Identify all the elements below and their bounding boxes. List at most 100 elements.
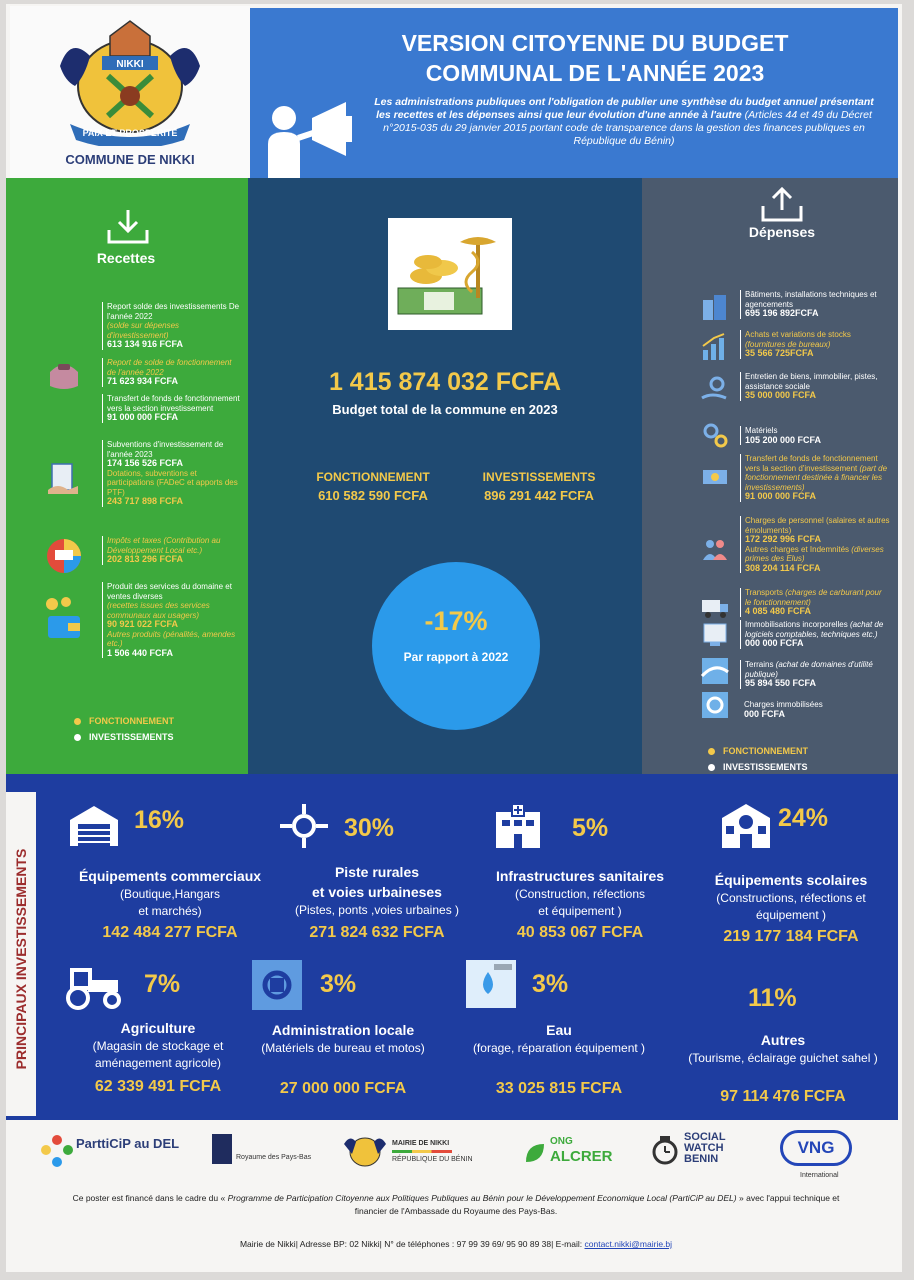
investment-title: Infrastructures sanitaires (495, 868, 665, 884)
depense-label: Matériels (745, 426, 778, 435)
alcrer-label-2: ALCRER (550, 1148, 613, 1165)
recettes-panel: Recettes Report solde des investissement… (6, 178, 248, 774)
benin-flag-stripe (392, 1150, 452, 1153)
depense-amount: 000 FCFA (744, 708, 786, 719)
participdel-logo-text: ParttiCiP au DEL (76, 1136, 180, 1151)
hospital-icon (496, 803, 540, 848)
legend-dot-white (74, 733, 81, 741)
depense-amount: 105 200 000 FCFA (745, 434, 822, 445)
depense-item: Matériels 105 200 000 FCFA (740, 426, 890, 445)
depense-amount: 308 204 114 FCFA (745, 562, 821, 573)
depense-label: Bâtiments, installations techniques et a… (745, 290, 877, 309)
recette-amount: 613 134 916 FCFA (107, 339, 184, 349)
legend-label: FONCTIONNEMENT (89, 716, 174, 726)
coins-wallet-icon (46, 597, 80, 638)
social-watch-watch-icon (652, 1136, 678, 1165)
investment-card: Infrastructures sanitaires (Construction… (482, 866, 678, 920)
investment-card: Équipements commerciaux (Boutique,Hangar… (56, 866, 284, 920)
depense-note: (fournitures de bureaux) (745, 339, 831, 349)
depense-label: Terrains (745, 660, 774, 669)
investments-side-label: PRINCIPAUX INVESTISSEMENTS (13, 848, 29, 1070)
depense-label-wrap: Transfert de fonds de fonctionnement ver… (745, 454, 890, 492)
subtitle-main: Les administrations publiques ont l'obli… (374, 96, 874, 121)
pays-bas-emblem-icon (212, 1134, 232, 1164)
investment-title: Eau (546, 1022, 572, 1038)
finance-program-name: Programme de Participation Citoyenne aux… (227, 1193, 737, 1203)
investment-desc: (Magasin de stockage et (92, 1039, 224, 1053)
depense-note: (part de fonctionnement destinée à finan… (745, 463, 888, 492)
total-budget-caption: Budget total de la commune en 2023 (332, 402, 558, 417)
investment-card: Agriculture (Magasin de stockage et amén… (50, 1018, 266, 1072)
depense-amount: 35 566 725FCFA (745, 348, 814, 358)
crest-motto: PAIX ET PROSPÉRITÉ (83, 128, 178, 138)
depense-label: Entretien de biens, immobilier, pistes, … (745, 372, 878, 391)
depense-item: Bâtiments, installations techniques et a… (740, 290, 890, 319)
investment-desc: (Constructions, réfections et (716, 891, 866, 905)
depense-item: Charges immobilisées 000 FCFA (740, 700, 890, 719)
investment-amount: 271 824 632 FCFA (309, 924, 445, 941)
legend-label: INVESTISSEMENTS (723, 762, 808, 772)
investment-amount: 219 177 184 FCFA (723, 928, 859, 945)
cash-transfer-icon (703, 470, 727, 484)
depense-label: Achats et variations de stocks (745, 330, 851, 339)
land-icon (700, 658, 729, 684)
investments-side-box: PRINCIPAUX INVESTISSEMENTS (6, 792, 36, 1116)
alcrer-leaf-icon (526, 1144, 544, 1162)
change-percentage: -17% (424, 606, 488, 636)
pays-bas-label: Royaume des Pays-Bas (236, 1154, 312, 1161)
depense-item: Achats et variations de stocks (fournitu… (740, 330, 890, 359)
investissements-label: INVESTISSEMENTS (482, 470, 596, 484)
recette-amount: 202 813 296 FCFA (107, 554, 184, 564)
investment-desc: (Boutique,Hangars (119, 887, 221, 901)
recette-item: Impôts et taxes (Contribution au Dévelop… (102, 536, 242, 565)
depense-label: Transfert de fonds de fonctionnement ver… (745, 454, 878, 473)
email-link[interactable]: contact.nikki@mairie.bj (584, 1239, 673, 1249)
vng-logo: VNG (780, 1130, 852, 1166)
people-icon (703, 540, 727, 560)
depense-item: Transfert de fonds de fonctionnement ver… (740, 454, 890, 502)
crest-name: NIKKI (116, 59, 143, 70)
recette-note: (recettes issues des services communaux … (107, 601, 210, 620)
depense-item: Charges de personnel (salaires et autres… (740, 516, 890, 573)
header-banner: VERSION CITOYENNE DU BUDGET COMMUNAL DE … (250, 8, 898, 182)
finance-statement: Ce poster est financé dans le cadre du «… (66, 1192, 846, 1218)
buildings-icon (703, 295, 726, 320)
recette-label: Dotations, subventions et participations… (107, 468, 238, 497)
investment-desc: équipement ) (755, 908, 827, 922)
school-icon (722, 804, 770, 848)
recette-label: Impôts et taxes (Contribution au Dévelop… (107, 536, 221, 555)
social-watch-line: WATCH (684, 1142, 724, 1154)
water-tap-icon (466, 960, 516, 1008)
investment-desc: (Matériels de bureau et motos) (261, 1041, 425, 1055)
subtitle-reference: (Articles 44 et 49 du Décret n°2015-035 … (383, 109, 872, 147)
investment-title: Autres (760, 1032, 806, 1048)
depense-item: Terrains (achat de domaines d'utilité pu… (740, 660, 890, 689)
depense-label: Immobilisations incorporelles (745, 620, 848, 629)
depense-label-wrap: Achats et variations de stocks (fournitu… (745, 330, 890, 349)
recette-amount: 174 156 526 FCFA (107, 458, 184, 468)
tractor-icon (66, 968, 121, 1010)
recette-label: Transfert de fonds de fonctionnement ver… (107, 394, 240, 413)
social-watch-line: BENIN (684, 1153, 719, 1165)
investment-desc: (Construction, réfections (514, 887, 646, 901)
depense-item: Immobilisations incorporelles (achat de … (740, 620, 890, 649)
upload-tray-icon (761, 186, 803, 222)
investment-card: Autres (Tourisme, éclairage guichet sahe… (672, 1030, 894, 1067)
investment-title: et voies urbaineses (312, 884, 442, 900)
budget-total-panel: 1 415 874 032 FCFA Budget total de la co… (248, 178, 642, 774)
tax-percent-icon (47, 539, 81, 573)
depense-label-wrap: Transports (charges de carburant pour le… (745, 588, 890, 607)
budget-poster: PAIX ET PROSPÉRITÉ NIKKI COMMUNE DE NIKK… (6, 4, 902, 1272)
investment-card: Piste rurales et voies urbaineses (Piste… (272, 862, 482, 919)
software-icon (703, 623, 727, 646)
recette-label: Report de solde de fonctionnement de l'a… (107, 358, 232, 377)
investment-desc: aménagement agricole) (94, 1056, 222, 1070)
mairie-crest-icon (344, 1137, 386, 1167)
legend-label: INVESTISSEMENTS (89, 732, 174, 742)
recette-label: Autres produits (pénalités, amendes etc.… (107, 629, 236, 649)
investment-title: Équipements commerciaux (78, 868, 262, 884)
legend-dot-yellow (708, 747, 715, 755)
investment-amount: 40 853 067 FCFA (516, 924, 644, 941)
depense-amount: 91 000 000 FCFA (745, 491, 817, 501)
investment-card: Eau (forage, réparation équipement ) (456, 1020, 662, 1057)
